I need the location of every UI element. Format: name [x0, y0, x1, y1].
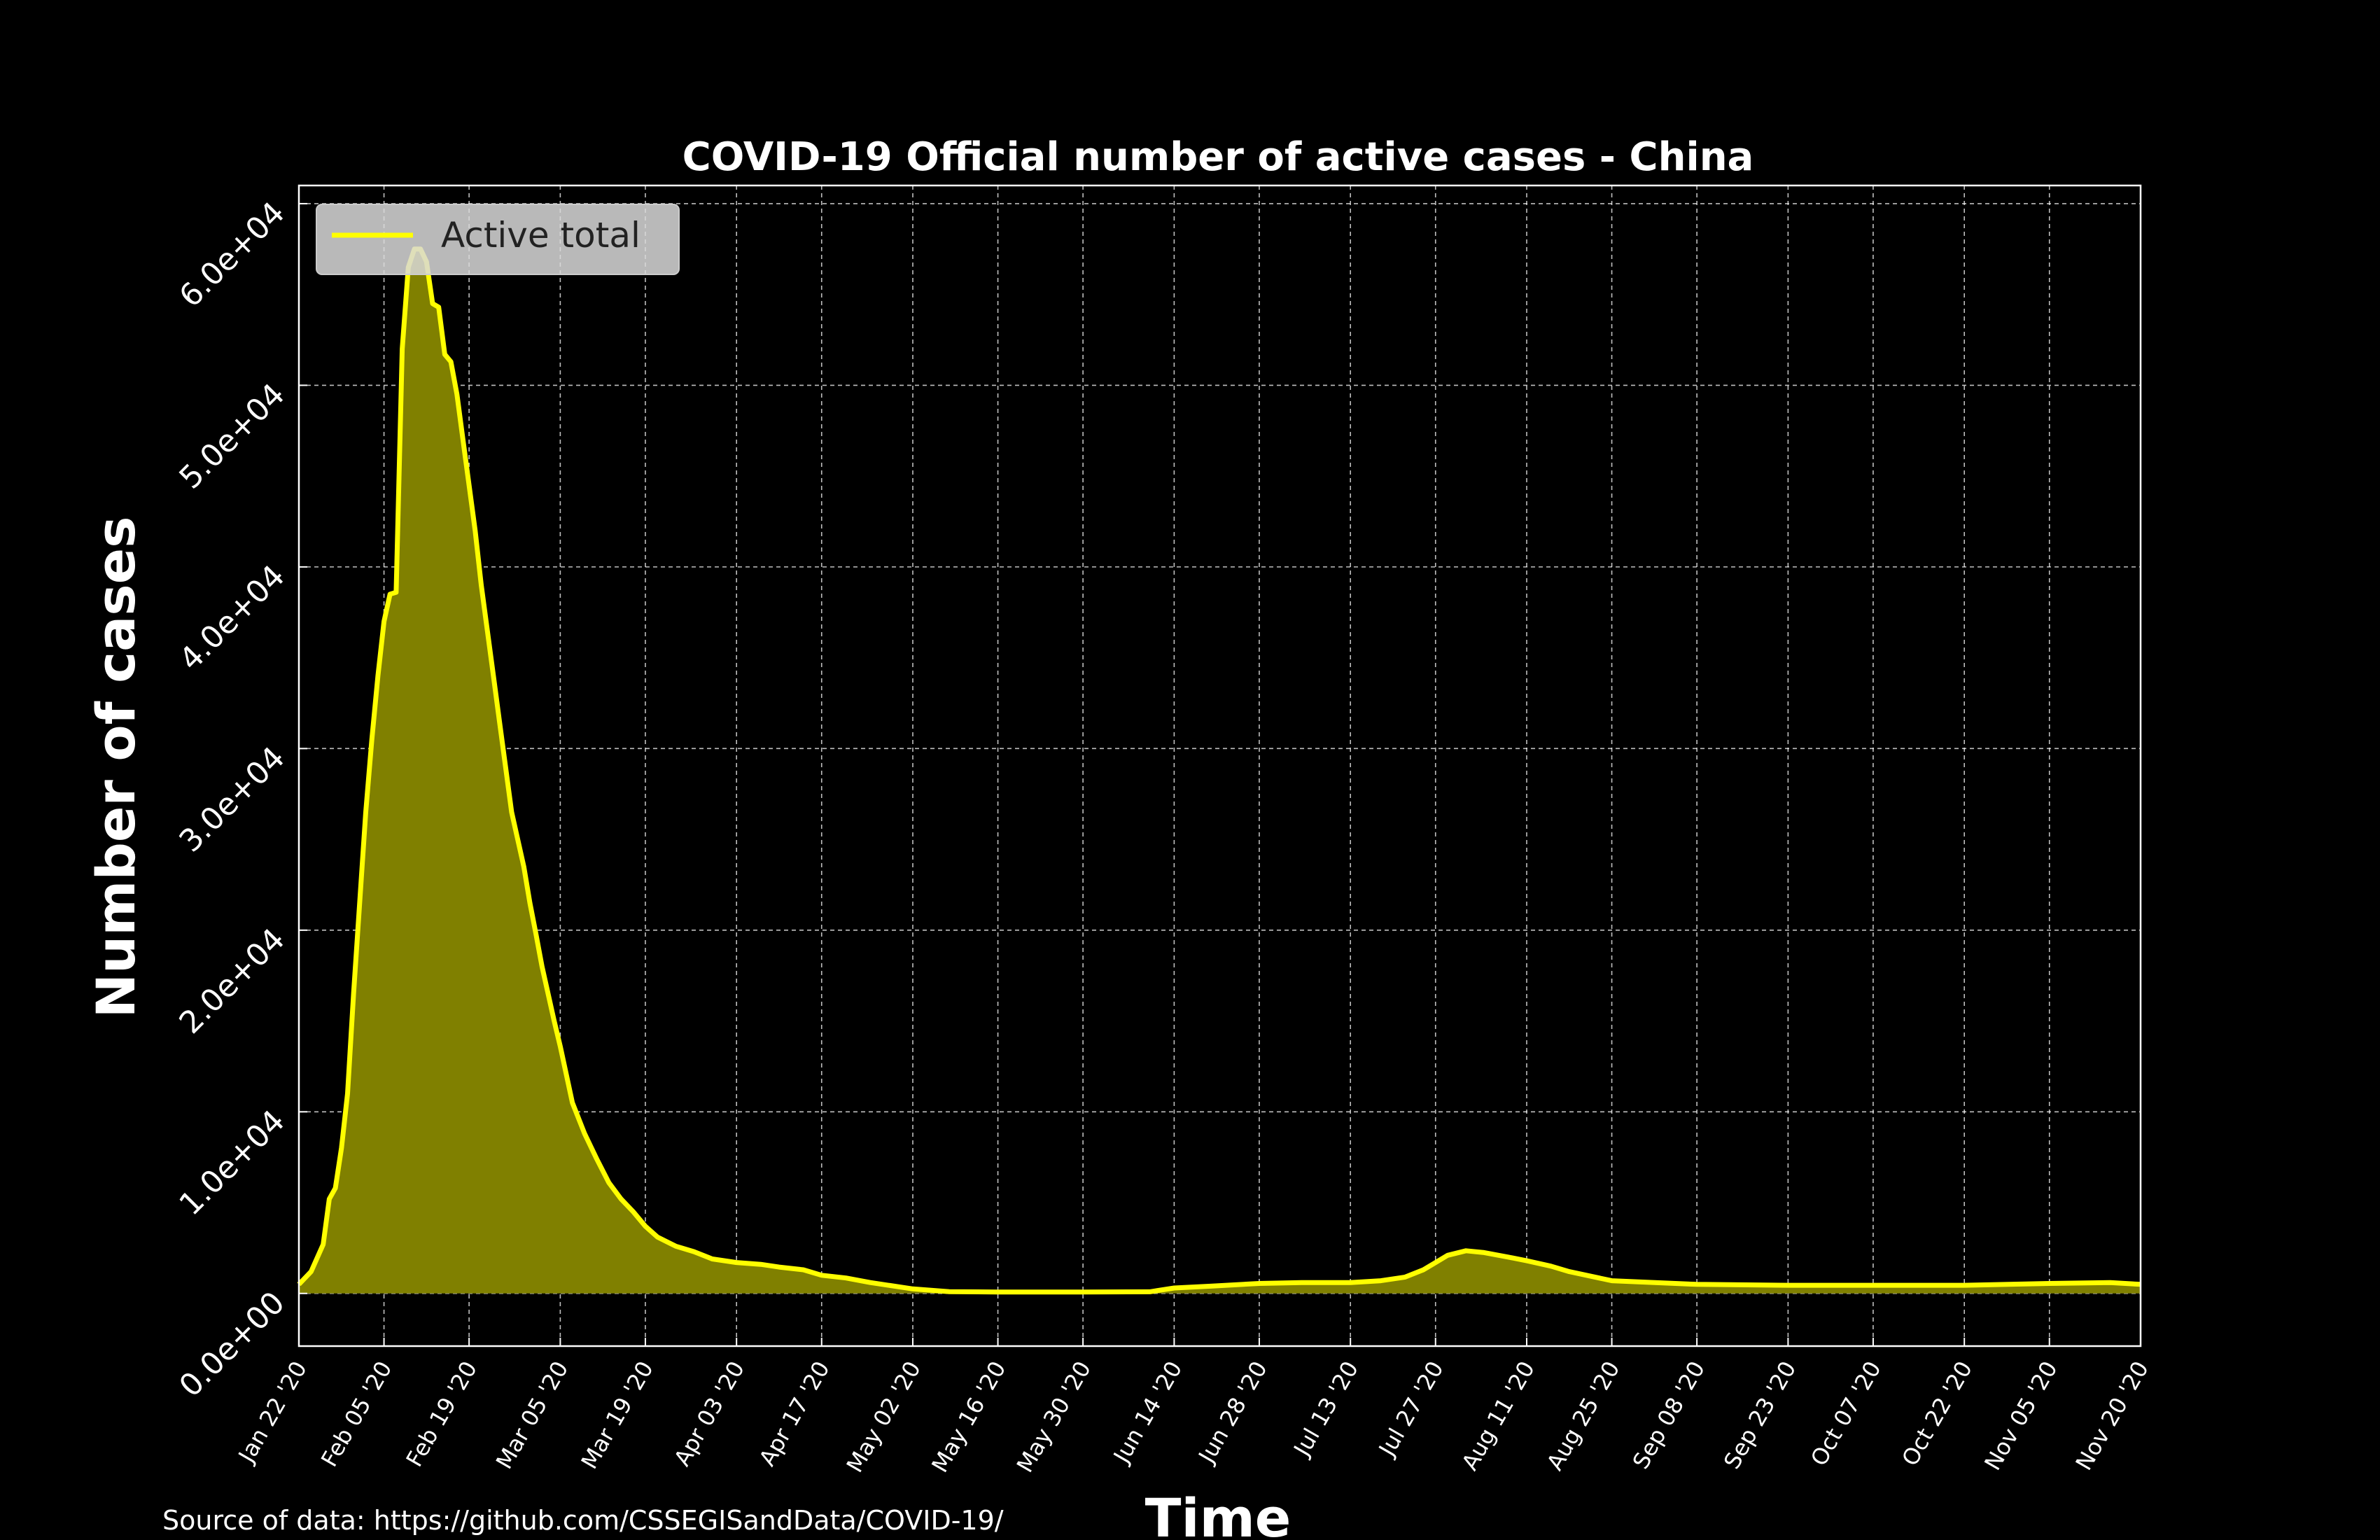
source-note: Source of data: https://github.com/CSSEG…: [162, 1505, 1004, 1536]
legend-label-active-total: Active total: [441, 215, 640, 255]
chart-title: COVID-19 Official number of active cases…: [682, 134, 1754, 180]
legend-box: [316, 204, 680, 275]
area-fill: [299, 248, 2141, 1294]
x-axis-label: Time: [1145, 1487, 1292, 1540]
series-line-active-total: [297, 246, 2141, 1295]
legend: Active total: [316, 204, 680, 275]
y-axis-label: Number of cases: [85, 517, 147, 1018]
plot-frame: [298, 184, 2142, 1348]
